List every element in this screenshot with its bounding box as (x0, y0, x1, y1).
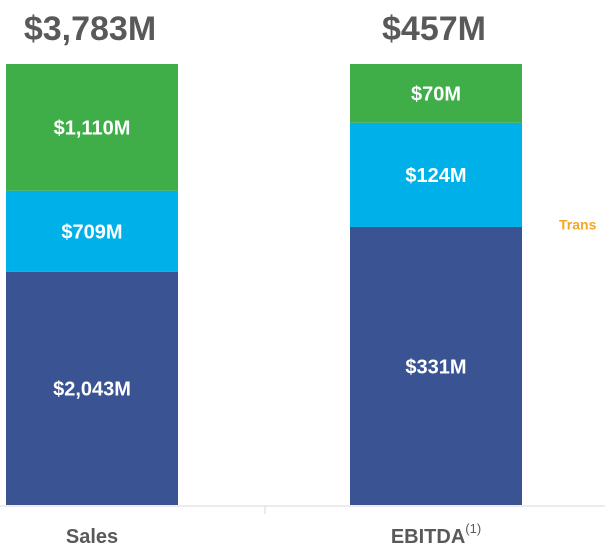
bar-segment (6, 190, 178, 272)
total-label: $3,783M (24, 10, 156, 48)
data-label: $70M (411, 84, 461, 106)
data-label: $1,110M (54, 118, 131, 140)
bar-segment (6, 271, 178, 505)
data-label: $331M (405, 356, 466, 378)
bar-segment (6, 64, 178, 191)
x-tick-label: EBITDA(1) (391, 521, 481, 547)
bar-segment (350, 64, 522, 123)
annotation: Trans (559, 217, 597, 233)
category-name: EBITDA (391, 526, 465, 547)
category-name: Sales (66, 526, 118, 547)
bar-segment (350, 122, 522, 227)
bar-segment (350, 226, 522, 505)
footnote-marker: (1) (465, 521, 481, 536)
total-label: $457M (382, 10, 486, 48)
data-label: $2,043M (53, 379, 131, 401)
data-label: $709M (61, 222, 122, 244)
x-tick-label: Sales (66, 526, 118, 547)
data-label: $124M (405, 165, 466, 187)
